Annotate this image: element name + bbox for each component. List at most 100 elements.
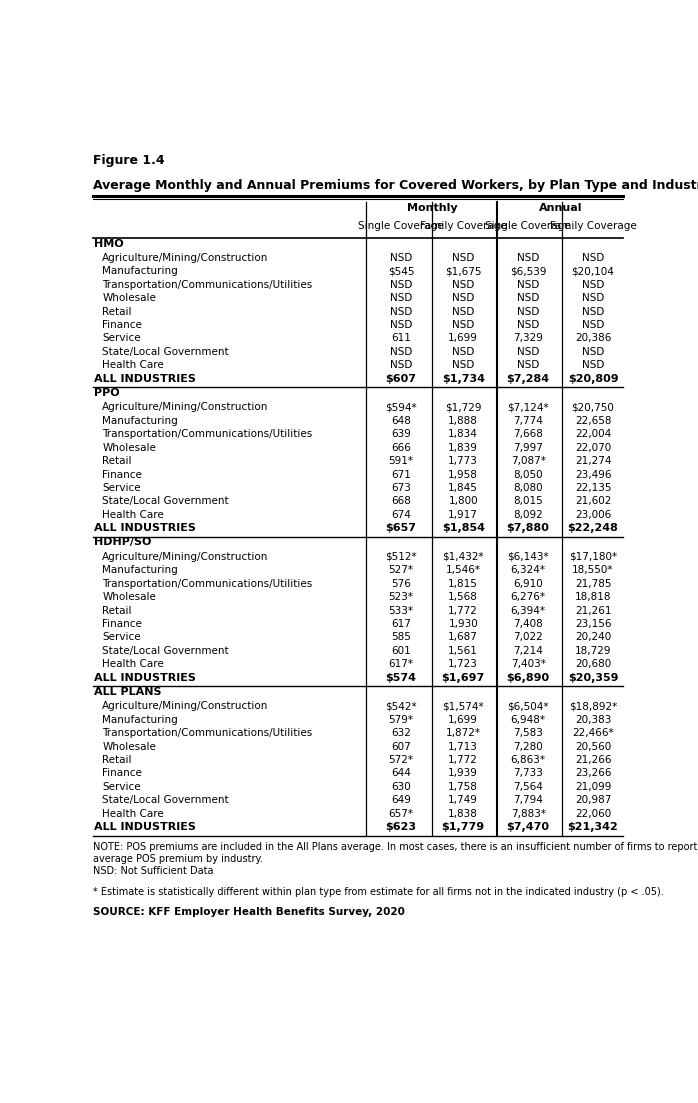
Text: 7,564: 7,564: [513, 782, 543, 792]
Text: Health Care: Health Care: [103, 510, 164, 520]
Text: Manufacturing: Manufacturing: [103, 566, 178, 576]
Text: 1,838: 1,838: [448, 808, 478, 818]
Text: 23,496: 23,496: [574, 470, 611, 480]
Text: 1,699: 1,699: [448, 715, 478, 725]
Text: NSD: NSD: [582, 293, 604, 303]
Text: $7,880: $7,880: [507, 523, 549, 533]
Text: $1,432*: $1,432*: [443, 552, 484, 561]
Text: Family Coverage: Family Coverage: [549, 221, 637, 231]
Text: $512*: $512*: [385, 552, 417, 561]
Text: Wholesale: Wholesale: [103, 741, 156, 751]
Text: Health Care: Health Care: [103, 361, 164, 371]
Text: 649: 649: [391, 795, 411, 805]
Text: Transportation/Communications/Utilities: Transportation/Communications/Utilities: [103, 579, 313, 589]
Text: 18,550*: 18,550*: [572, 566, 614, 576]
Text: NSD: Not Sufficient Data: NSD: Not Sufficient Data: [93, 866, 213, 876]
Text: $7,124*: $7,124*: [507, 403, 549, 413]
Text: 7,087*: 7,087*: [511, 457, 546, 467]
Text: 21,274: 21,274: [574, 457, 611, 467]
Text: 18,729: 18,729: [574, 646, 611, 656]
Text: $542*: $542*: [385, 702, 417, 711]
Text: * Estimate is statistically different within plan type from estimate for all fir: * Estimate is statistically different wi…: [93, 887, 663, 897]
Text: Agriculture/Mining/Construction: Agriculture/Mining/Construction: [103, 403, 269, 413]
Text: $1,854: $1,854: [442, 523, 484, 533]
Text: $574: $574: [385, 673, 417, 683]
Text: 601: 601: [391, 646, 411, 656]
Text: Monthly: Monthly: [407, 203, 457, 213]
Text: State/Local Government: State/Local Government: [103, 795, 229, 805]
Text: $18,892*: $18,892*: [569, 702, 617, 711]
Text: PPO: PPO: [94, 388, 119, 398]
Text: 8,092: 8,092: [513, 510, 543, 520]
Text: 7,280: 7,280: [513, 741, 543, 751]
Text: 21,266: 21,266: [574, 756, 611, 765]
Text: Manufacturing: Manufacturing: [103, 416, 178, 426]
Text: 6,324*: 6,324*: [511, 566, 546, 576]
Text: $657: $657: [385, 523, 417, 533]
Text: $6,143*: $6,143*: [507, 552, 549, 561]
Text: 22,466*: 22,466*: [572, 728, 614, 738]
Text: 1,888: 1,888: [448, 416, 478, 426]
Text: 6,863*: 6,863*: [511, 756, 546, 765]
Text: NSD: NSD: [389, 347, 413, 357]
Text: NSD: NSD: [517, 320, 540, 330]
Text: Manufacturing: Manufacturing: [103, 267, 178, 277]
Text: Wholesale: Wholesale: [103, 293, 156, 303]
Text: NSD: NSD: [582, 253, 604, 263]
Text: $21,342: $21,342: [567, 822, 618, 832]
Text: 1,958: 1,958: [448, 470, 478, 480]
Text: Service: Service: [103, 782, 141, 792]
Text: Service: Service: [103, 632, 141, 642]
Text: $1,574*: $1,574*: [443, 702, 484, 711]
Text: NSD: NSD: [452, 253, 475, 263]
Text: 617*: 617*: [389, 660, 413, 670]
Text: Single Coverage: Single Coverage: [485, 221, 571, 231]
Text: Service: Service: [103, 483, 141, 493]
Text: Retail: Retail: [103, 606, 132, 615]
Text: $20,104: $20,104: [572, 267, 614, 277]
Text: 7,403*: 7,403*: [511, 660, 546, 670]
Text: 1,939: 1,939: [448, 769, 478, 779]
Text: $1,697: $1,697: [442, 673, 485, 683]
Text: NSD: NSD: [517, 280, 540, 290]
Text: 7,583: 7,583: [513, 728, 543, 738]
Text: $623: $623: [385, 822, 417, 832]
Text: NSD: NSD: [389, 320, 413, 330]
Text: Transportation/Communications/Utilities: Transportation/Communications/Utilities: [103, 280, 313, 290]
Text: 6,948*: 6,948*: [511, 715, 546, 725]
Text: 1,713: 1,713: [448, 741, 478, 751]
Text: Family Coverage: Family Coverage: [419, 221, 507, 231]
Text: Health Care: Health Care: [103, 808, 164, 818]
Text: 611: 611: [391, 333, 411, 343]
Text: NSD: NSD: [582, 347, 604, 357]
Text: NSD: NSD: [517, 347, 540, 357]
Text: 1,699: 1,699: [448, 333, 478, 343]
Text: 1,687: 1,687: [448, 632, 478, 642]
Text: 1,930: 1,930: [448, 619, 478, 629]
Text: 668: 668: [391, 496, 411, 506]
Text: 648: 648: [391, 416, 411, 426]
Text: 591*: 591*: [389, 457, 413, 467]
Text: NSD: NSD: [517, 253, 540, 263]
Text: $6,504*: $6,504*: [507, 702, 549, 711]
Text: $17,180*: $17,180*: [569, 552, 617, 561]
Text: average POS premium by industry.: average POS premium by industry.: [93, 855, 262, 865]
Text: 20,987: 20,987: [575, 795, 611, 805]
Text: Service: Service: [103, 333, 141, 343]
Text: NSD: NSD: [582, 361, 604, 371]
Text: State/Local Government: State/Local Government: [103, 646, 229, 656]
Text: NOTE: POS premiums are included in the All Plans average. In most cases, there i: NOTE: POS premiums are included in the A…: [93, 843, 698, 853]
Text: NSD: NSD: [517, 293, 540, 303]
Text: NSD: NSD: [389, 361, 413, 371]
Text: 630: 630: [391, 782, 411, 792]
Text: 22,060: 22,060: [575, 808, 611, 818]
Text: Figure 1.4: Figure 1.4: [93, 153, 164, 167]
Text: Transportation/Communications/Utilities: Transportation/Communications/Utilities: [103, 429, 313, 439]
Text: 23,156: 23,156: [574, 619, 611, 629]
Text: $20,809: $20,809: [567, 374, 618, 384]
Text: 1,773: 1,773: [448, 457, 478, 467]
Text: $20,359: $20,359: [567, 673, 618, 683]
Text: ALL INDUSTRIES: ALL INDUSTRIES: [94, 374, 195, 384]
Text: NSD: NSD: [517, 307, 540, 317]
Text: State/Local Government: State/Local Government: [103, 496, 229, 506]
